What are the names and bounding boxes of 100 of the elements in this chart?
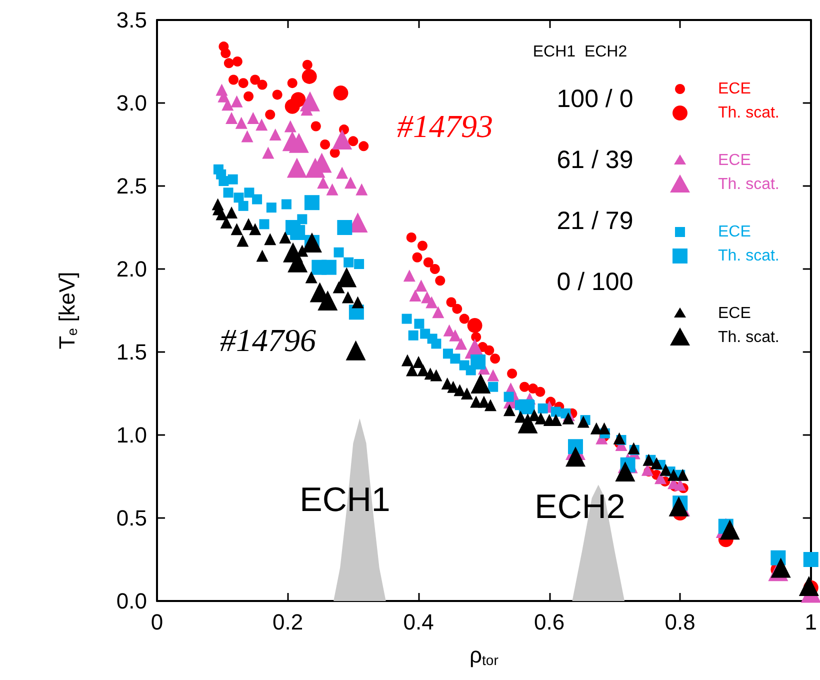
point xyxy=(265,110,276,120)
point xyxy=(220,216,232,229)
point xyxy=(642,454,655,466)
point xyxy=(302,60,312,70)
point xyxy=(538,403,548,414)
point xyxy=(332,130,352,150)
x-tick-label: 0.4 xyxy=(403,610,434,634)
point xyxy=(654,472,666,484)
point xyxy=(488,382,498,392)
point xyxy=(720,520,740,540)
point xyxy=(252,194,262,204)
point xyxy=(230,95,243,108)
point xyxy=(287,78,298,88)
point xyxy=(317,176,330,189)
point xyxy=(310,121,321,132)
annotation: 61 / 39 xyxy=(556,146,634,174)
point xyxy=(446,297,456,308)
point xyxy=(242,218,255,230)
point xyxy=(402,314,412,324)
point xyxy=(238,78,248,88)
point xyxy=(518,399,534,414)
annotation: ECH1 xyxy=(300,481,390,519)
legend-label: ECE xyxy=(718,152,751,169)
point xyxy=(236,234,249,247)
annotation: 100 / 0 xyxy=(556,85,634,113)
point xyxy=(417,240,428,251)
point xyxy=(272,90,282,100)
y-tick-label: 1.0 xyxy=(116,422,147,448)
point xyxy=(333,86,348,101)
point xyxy=(218,176,229,186)
point xyxy=(460,388,473,400)
point xyxy=(321,260,336,275)
point xyxy=(235,116,248,129)
point xyxy=(226,206,238,219)
legend-label: Th. scat. xyxy=(718,329,780,346)
point xyxy=(238,200,248,211)
point xyxy=(356,183,368,196)
point xyxy=(346,340,366,360)
y-tick-label: 2.5 xyxy=(116,174,147,198)
legend-label: ECE xyxy=(718,80,751,98)
point xyxy=(507,368,518,379)
point xyxy=(490,354,500,364)
point xyxy=(598,422,610,434)
point xyxy=(220,48,231,58)
point xyxy=(803,552,818,567)
point xyxy=(334,247,344,258)
point xyxy=(344,176,357,189)
point xyxy=(352,296,364,308)
point xyxy=(423,257,434,268)
y-tick-label: 0.5 xyxy=(116,506,147,530)
point xyxy=(412,252,422,262)
point xyxy=(234,192,244,203)
point xyxy=(565,446,586,467)
x-tick-label: 0.6 xyxy=(534,610,565,634)
point xyxy=(409,290,422,302)
point xyxy=(342,291,354,304)
point xyxy=(668,468,680,481)
point xyxy=(452,304,462,314)
point xyxy=(450,354,460,364)
point xyxy=(320,140,330,150)
annotation: 0 / 100 xyxy=(556,268,634,296)
point xyxy=(228,174,238,184)
point xyxy=(257,80,268,90)
point xyxy=(302,68,317,84)
point xyxy=(535,386,546,397)
point xyxy=(455,338,468,350)
point xyxy=(222,98,234,111)
point xyxy=(249,223,262,236)
point xyxy=(226,112,238,124)
annotation: 21 / 79 xyxy=(556,207,634,235)
point xyxy=(223,188,234,198)
annotation: #14793 xyxy=(397,108,493,144)
point xyxy=(244,188,254,198)
legend-label: ECE xyxy=(718,305,751,322)
point xyxy=(454,384,466,396)
point xyxy=(403,270,416,282)
x-tick-label: 1 xyxy=(804,610,818,634)
point xyxy=(432,306,444,318)
point xyxy=(304,195,320,210)
point xyxy=(798,576,819,596)
point xyxy=(628,442,640,454)
point xyxy=(615,462,636,482)
point xyxy=(550,406,561,417)
point xyxy=(487,369,500,382)
point xyxy=(770,558,791,578)
point xyxy=(288,132,309,153)
legend-label: ECE xyxy=(718,224,751,240)
y-tick-label: 3.0 xyxy=(116,90,147,116)
point xyxy=(660,464,672,476)
point xyxy=(250,74,260,85)
point xyxy=(259,219,270,230)
point xyxy=(344,257,354,268)
point xyxy=(244,91,254,102)
point xyxy=(358,141,369,152)
legend-label: Th. scat. xyxy=(718,248,780,264)
point xyxy=(484,345,494,356)
point xyxy=(484,399,496,412)
point xyxy=(613,432,626,444)
point xyxy=(290,224,306,240)
point xyxy=(241,130,254,142)
